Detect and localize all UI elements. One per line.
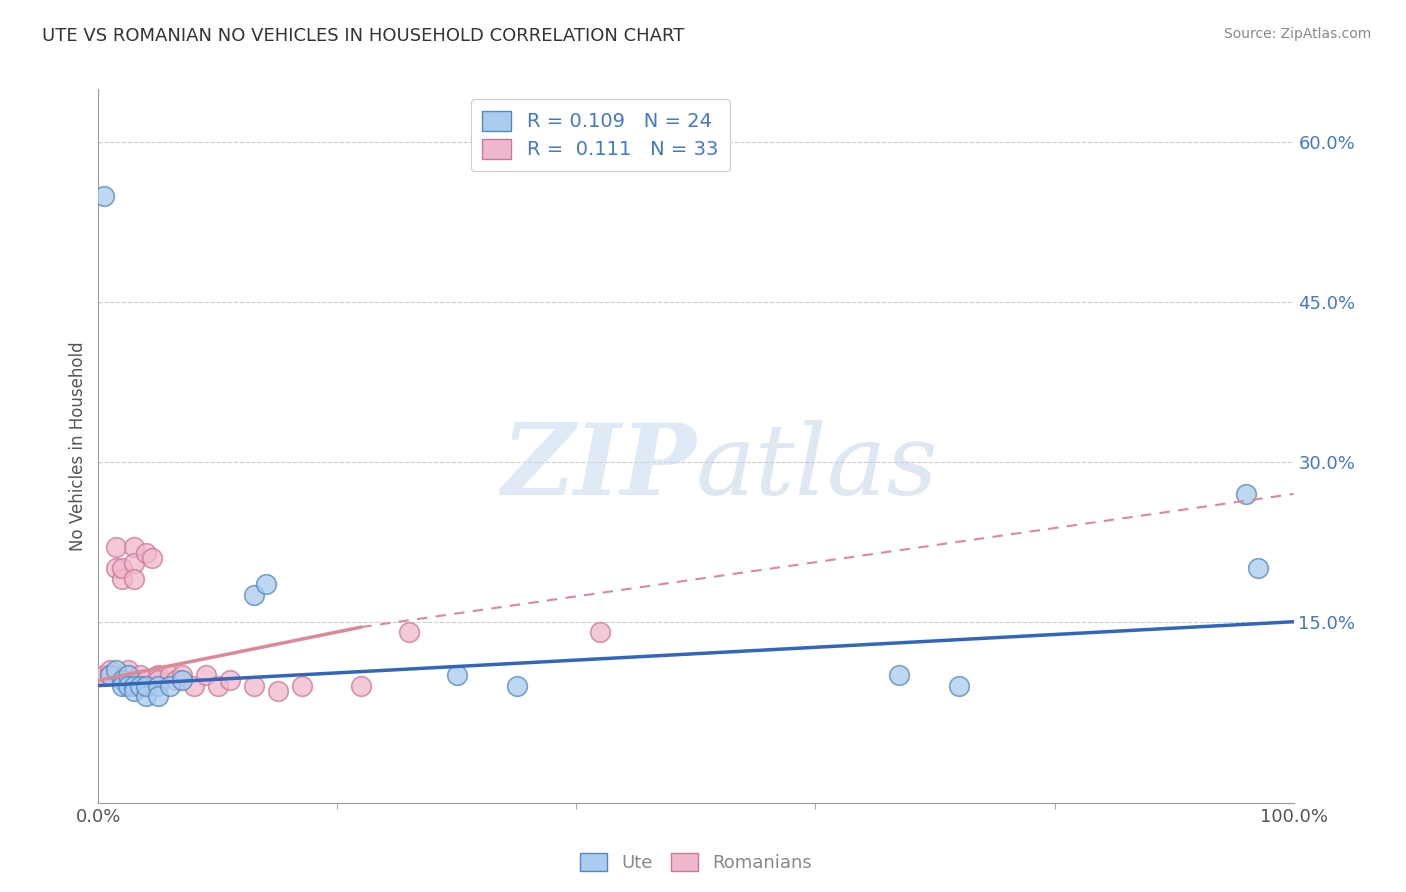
Point bbox=[105, 663, 128, 677]
Point bbox=[124, 556, 146, 570]
Text: UTE VS ROMANIAN NO VEHICLES IN HOUSEHOLD CORRELATION CHART: UTE VS ROMANIAN NO VEHICLES IN HOUSEHOLD… bbox=[42, 27, 685, 45]
Point bbox=[111, 561, 134, 575]
Point bbox=[267, 684, 290, 698]
Point bbox=[159, 668, 181, 682]
Point bbox=[148, 679, 170, 693]
Point bbox=[446, 668, 468, 682]
Point bbox=[124, 684, 146, 698]
Point bbox=[93, 668, 115, 682]
Point bbox=[98, 663, 122, 677]
Point bbox=[135, 690, 157, 704]
Point bbox=[172, 668, 194, 682]
Point bbox=[111, 572, 134, 586]
Point bbox=[148, 668, 170, 682]
Point bbox=[117, 679, 139, 693]
Point bbox=[135, 679, 157, 693]
Point bbox=[183, 679, 205, 693]
Point bbox=[135, 673, 157, 688]
Legend: Ute, Romanians: Ute, Romanians bbox=[572, 846, 820, 880]
Point bbox=[124, 540, 146, 554]
Point bbox=[98, 668, 122, 682]
Point bbox=[148, 690, 170, 704]
Point bbox=[889, 668, 911, 682]
Point bbox=[124, 673, 146, 688]
Point bbox=[117, 673, 139, 688]
Point bbox=[506, 679, 529, 693]
Text: atlas: atlas bbox=[696, 420, 939, 515]
Point bbox=[291, 679, 314, 693]
Point bbox=[129, 668, 152, 682]
Point bbox=[172, 673, 194, 688]
Point bbox=[398, 625, 420, 640]
Point bbox=[105, 561, 128, 575]
Point bbox=[124, 679, 146, 693]
Point bbox=[111, 679, 134, 693]
Point bbox=[135, 545, 157, 559]
Point bbox=[129, 679, 152, 693]
Point bbox=[207, 679, 229, 693]
Point bbox=[243, 588, 266, 602]
Point bbox=[105, 540, 128, 554]
Text: Source: ZipAtlas.com: Source: ZipAtlas.com bbox=[1223, 27, 1371, 41]
Point bbox=[111, 673, 134, 688]
Point bbox=[254, 577, 277, 591]
Point bbox=[948, 679, 970, 693]
Point bbox=[219, 673, 242, 688]
Y-axis label: No Vehicles in Household: No Vehicles in Household bbox=[69, 341, 87, 551]
Point bbox=[98, 668, 122, 682]
Point bbox=[148, 673, 170, 688]
Point bbox=[243, 679, 266, 693]
Point bbox=[117, 668, 139, 682]
Point bbox=[195, 668, 218, 682]
Point bbox=[1234, 487, 1257, 501]
Point bbox=[165, 673, 187, 688]
Point bbox=[117, 668, 139, 682]
Point bbox=[117, 663, 139, 677]
Point bbox=[93, 188, 115, 202]
Point bbox=[159, 679, 181, 693]
Point bbox=[589, 625, 612, 640]
Point bbox=[350, 679, 373, 693]
Point bbox=[1247, 561, 1270, 575]
Point bbox=[124, 572, 146, 586]
Point bbox=[141, 550, 163, 565]
Text: ZIP: ZIP bbox=[501, 419, 696, 516]
